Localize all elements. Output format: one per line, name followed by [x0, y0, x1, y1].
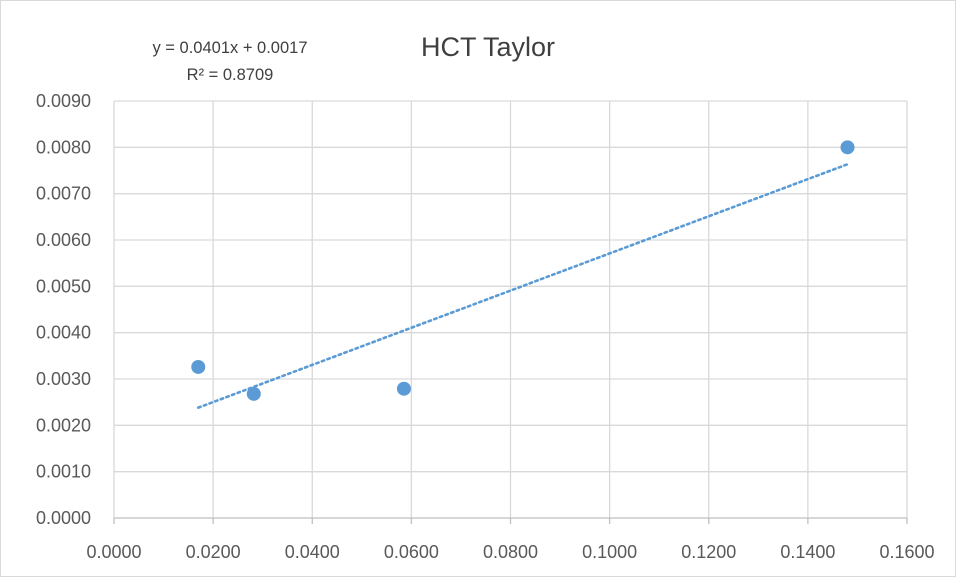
data-point — [246, 386, 261, 401]
data-point — [191, 359, 206, 374]
y-tick-label: 0.0000 — [36, 508, 91, 528]
chart-title: HCT Taylor — [421, 32, 555, 62]
x-tick-label: 0.0600 — [384, 542, 439, 562]
y-tick-label: 0.0040 — [36, 323, 91, 343]
trendline-layer — [196, 162, 849, 409]
y-tick-label: 0.0030 — [36, 369, 91, 389]
y-tick-label: 0.0060 — [36, 230, 91, 250]
y-tick-label: 0.0010 — [36, 462, 91, 482]
data-points — [191, 140, 855, 401]
axes — [113, 101, 908, 524]
x-tick-label: 0.1400 — [780, 542, 835, 562]
x-tick-label: 0.0200 — [186, 542, 241, 562]
y-tick-label: 0.0070 — [36, 184, 91, 204]
gridlines — [114, 100, 908, 518]
x-tick-label: 0.1600 — [879, 542, 934, 562]
x-tick-label: 0.1000 — [582, 542, 637, 562]
trendline — [196, 162, 849, 409]
trendline-r-squared: R² = 0.8709 — [187, 66, 274, 84]
x-tick-label: 0.1200 — [681, 542, 736, 562]
y-tick-label: 0.0020 — [36, 415, 91, 435]
x-tick-label: 0.0400 — [285, 542, 340, 562]
trendline-equation: y = 0.0401x + 0.0017 — [152, 39, 307, 57]
data-point — [396, 381, 411, 396]
data-point — [840, 140, 855, 155]
tick-labels: 0.0000 0.0200 0.0400 0.0600 0.0800 0.1000 0.12… — [36, 91, 935, 562]
x-tick-label: 0.0000 — [86, 542, 141, 562]
x-tick-label: 0.0800 — [483, 542, 538, 562]
y-tick-label: 0.0050 — [36, 276, 91, 296]
y-tick-label: 0.0080 — [36, 137, 91, 157]
y-tick-label: 0.0090 — [36, 91, 91, 111]
